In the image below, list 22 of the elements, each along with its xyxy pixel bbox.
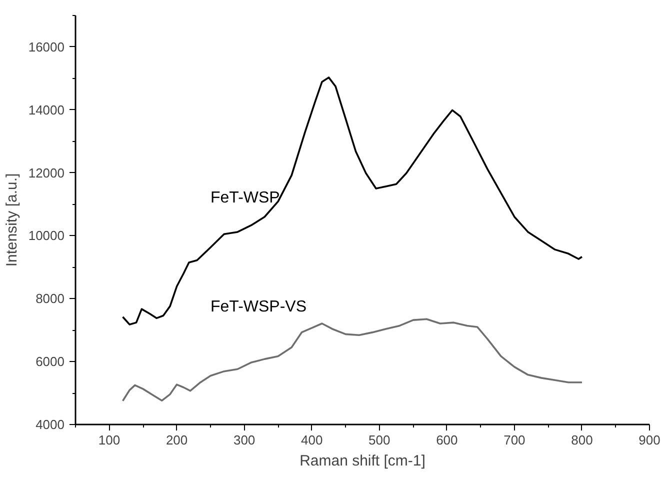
x-tick-label: 600 — [436, 432, 458, 448]
x-tick-label: 700 — [504, 432, 526, 448]
x-tick-label: 300 — [233, 432, 256, 448]
y-tick-label: 6000 — [36, 354, 64, 370]
y-tick-label: 8000 — [36, 291, 64, 306]
y-tick-label: 4000 — [36, 417, 64, 432]
x-tick-label: 200 — [166, 432, 188, 448]
x-tick-label: 900 — [638, 432, 660, 448]
x-tick-label: 800 — [571, 432, 593, 448]
y-tick-label: 14000 — [28, 102, 65, 118]
series-label: FeT-WSP — [210, 190, 280, 206]
x-tick-label: 500 — [368, 432, 390, 448]
y-axis-title: Intensity [a.u.] — [3, 173, 20, 267]
y-tick-label: 12000 — [28, 165, 65, 180]
line-series — [122, 318, 583, 402]
y-tick-label: 10000 — [28, 228, 65, 244]
x-tick-label: 400 — [301, 432, 323, 448]
y-tick-label: 16000 — [28, 39, 65, 54]
series-label: FeT-WSP-VS — [210, 298, 307, 316]
x-axis-title: Raman shift [cm-1] — [300, 452, 426, 470]
x-tick-label: 100 — [98, 432, 120, 448]
line-series — [122, 76, 583, 326]
